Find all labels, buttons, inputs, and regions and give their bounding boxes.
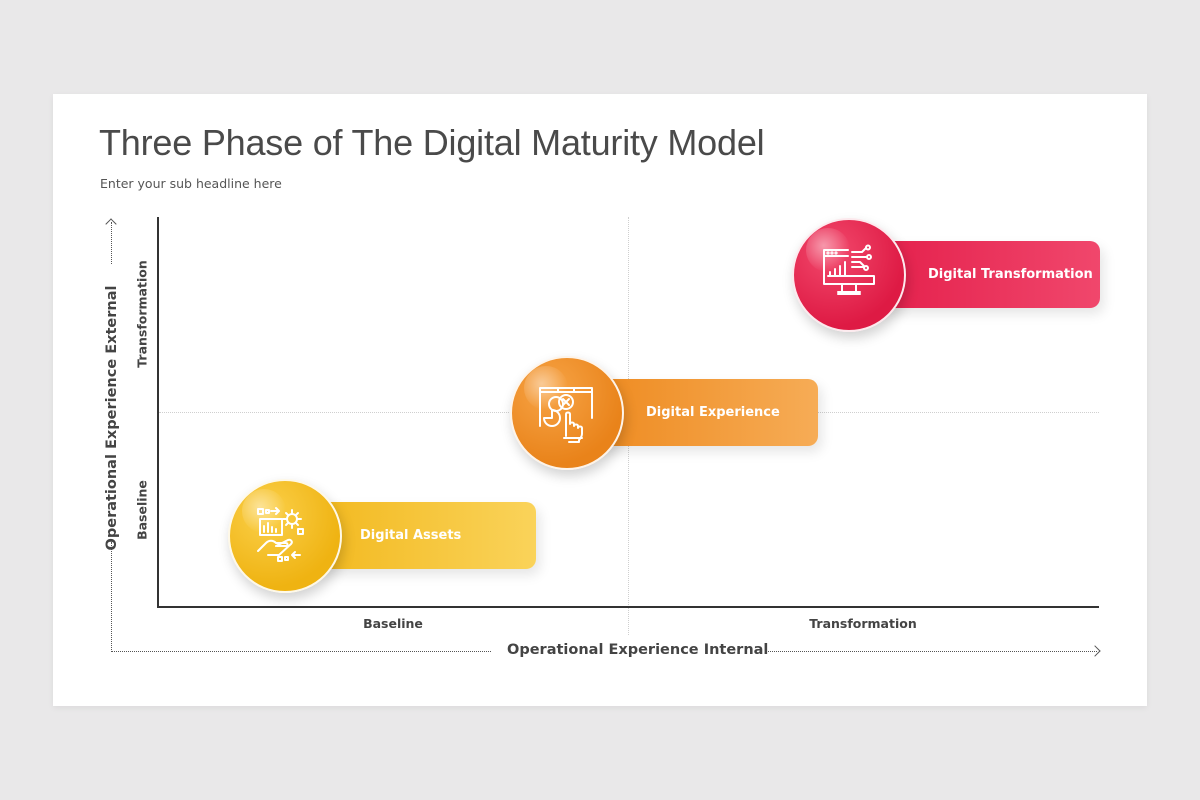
monitor-chart-circuit-icon <box>823 244 875 295</box>
arrow-up-icon <box>105 218 117 230</box>
phase-icon-circle <box>228 479 342 593</box>
phase-icon-circle <box>510 356 624 470</box>
y-tick-baseline: Baseline <box>134 480 150 540</box>
phase-label-bar: Digital Transformation <box>872 241 1100 308</box>
x-axis-line <box>157 606 1099 608</box>
y-axis-line <box>157 217 159 608</box>
page-title: Three Phase of The Digital Maturity Mode… <box>99 122 765 163</box>
phase-label-bar: Digital Experience <box>590 379 818 446</box>
y-tick-transformation: Transformation <box>134 260 150 368</box>
phase-icon-circle <box>792 218 906 332</box>
y-axis-title: Operational Experience External <box>104 285 120 551</box>
x-tick-transformation: Transformation <box>809 616 917 631</box>
touch-screen-hand-icon <box>539 387 593 443</box>
x-arrow-dotline-right <box>765 651 1097 652</box>
phase-label-bar: Digital Assets <box>308 502 536 569</box>
slide: Three Phase of The Digital Maturity Mode… <box>53 94 1147 706</box>
phase-label: Digital Transformation <box>928 267 1093 282</box>
phase-label: Digital Assets <box>360 528 462 543</box>
phase-label: Digital Experience <box>646 405 780 420</box>
hand-gear-chart-icon <box>257 507 304 562</box>
x-axis-title: Operational Experience Internal <box>507 642 769 658</box>
page-subtitle: Enter your sub headline here <box>100 176 282 191</box>
y-arrow-dotline-bottom <box>111 542 112 652</box>
x-tick-baseline: Baseline <box>363 616 423 631</box>
y-arrow-dotline-top <box>111 222 112 264</box>
x-arrow-dotline-left <box>111 651 491 652</box>
arrow-right-icon <box>1089 645 1101 657</box>
